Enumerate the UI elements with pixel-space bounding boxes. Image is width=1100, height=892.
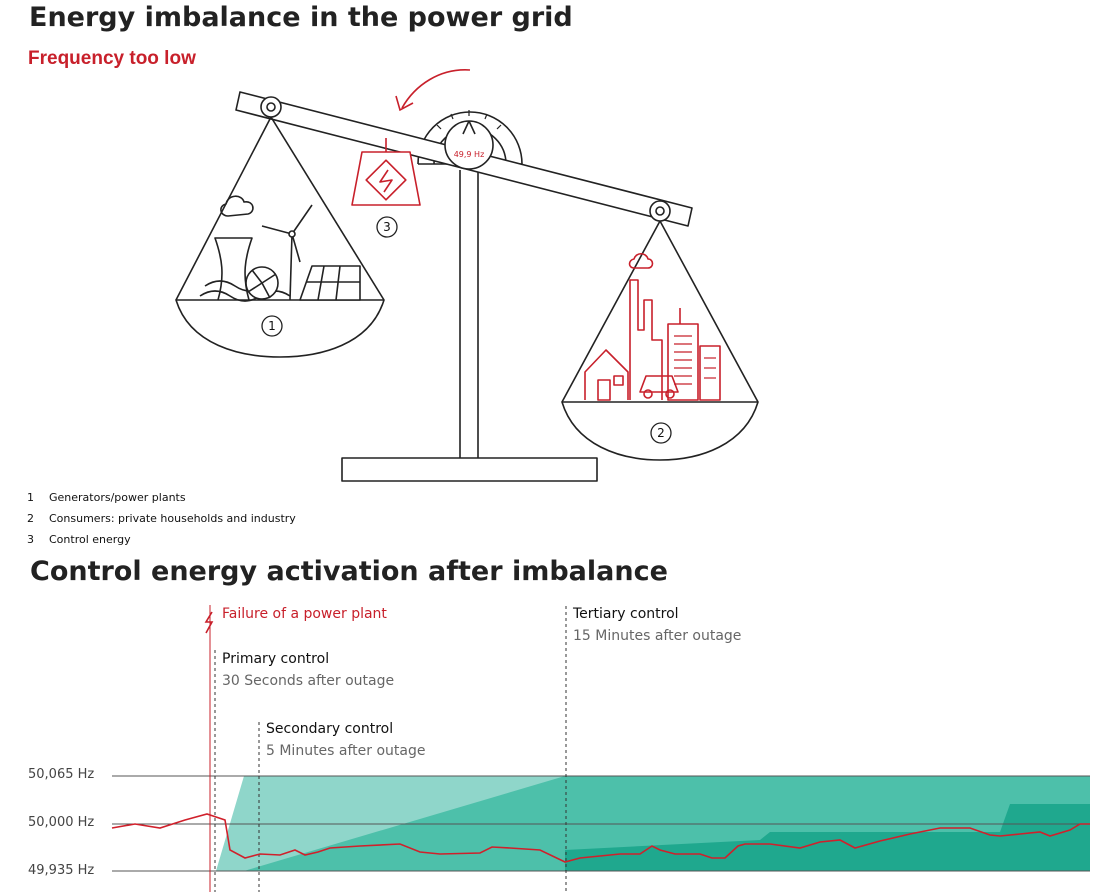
- secondary-control-title: Secondary control: [266, 721, 394, 737]
- rotation-arrow-icon: [395, 69, 471, 112]
- diagram-subtitle: Frequency too low: [28, 48, 196, 69]
- lightning-icon: [204, 611, 214, 634]
- frequency-line: [111, 813, 1090, 863]
- balance-illustration: 49,9 Hz 1 2 3: [175, 69, 759, 482]
- marker-1: [261, 315, 283, 337]
- y-label-low: 49,935 Hz: [28, 863, 95, 878]
- control-energy-weight-icon: [351, 138, 421, 206]
- tertiary-control-sub: 15 Minutes after outage: [573, 628, 742, 644]
- legend-item: 1 Generators/power plants: [27, 491, 186, 504]
- marker-2-label: 2: [657, 426, 665, 440]
- marker-3: [376, 216, 398, 238]
- gauge-label: 49,9 Hz: [454, 150, 485, 159]
- marker-1-label: 1: [268, 319, 276, 333]
- timeline-title: Control energy activation after imbalanc…: [30, 556, 668, 587]
- tertiary-control-title: Tertiary control: [573, 606, 679, 622]
- marker-2: [650, 422, 672, 444]
- primary-control-sub: 30 Seconds after outage: [222, 673, 395, 689]
- consumers-icon: [584, 252, 721, 401]
- y-label-high: 50,065 Hz: [28, 767, 95, 782]
- diagram-title: Energy imbalance in the power grid: [29, 2, 573, 33]
- failure-label: Failure of a power plant: [222, 606, 387, 622]
- legend-item: 2 Consumers: private households and indus…: [27, 512, 296, 525]
- generators-icon: [199, 195, 361, 302]
- secondary-control-sub: 5 Minutes after outage: [266, 743, 426, 759]
- activation-timeline: [111, 605, 1090, 892]
- scale-base: [341, 457, 598, 482]
- legend-item: 3 Control energy: [27, 533, 131, 546]
- marker-3-label: 3: [383, 220, 391, 234]
- y-label-mid: 50,000 Hz: [28, 815, 95, 830]
- primary-control-title: Primary control: [222, 651, 330, 667]
